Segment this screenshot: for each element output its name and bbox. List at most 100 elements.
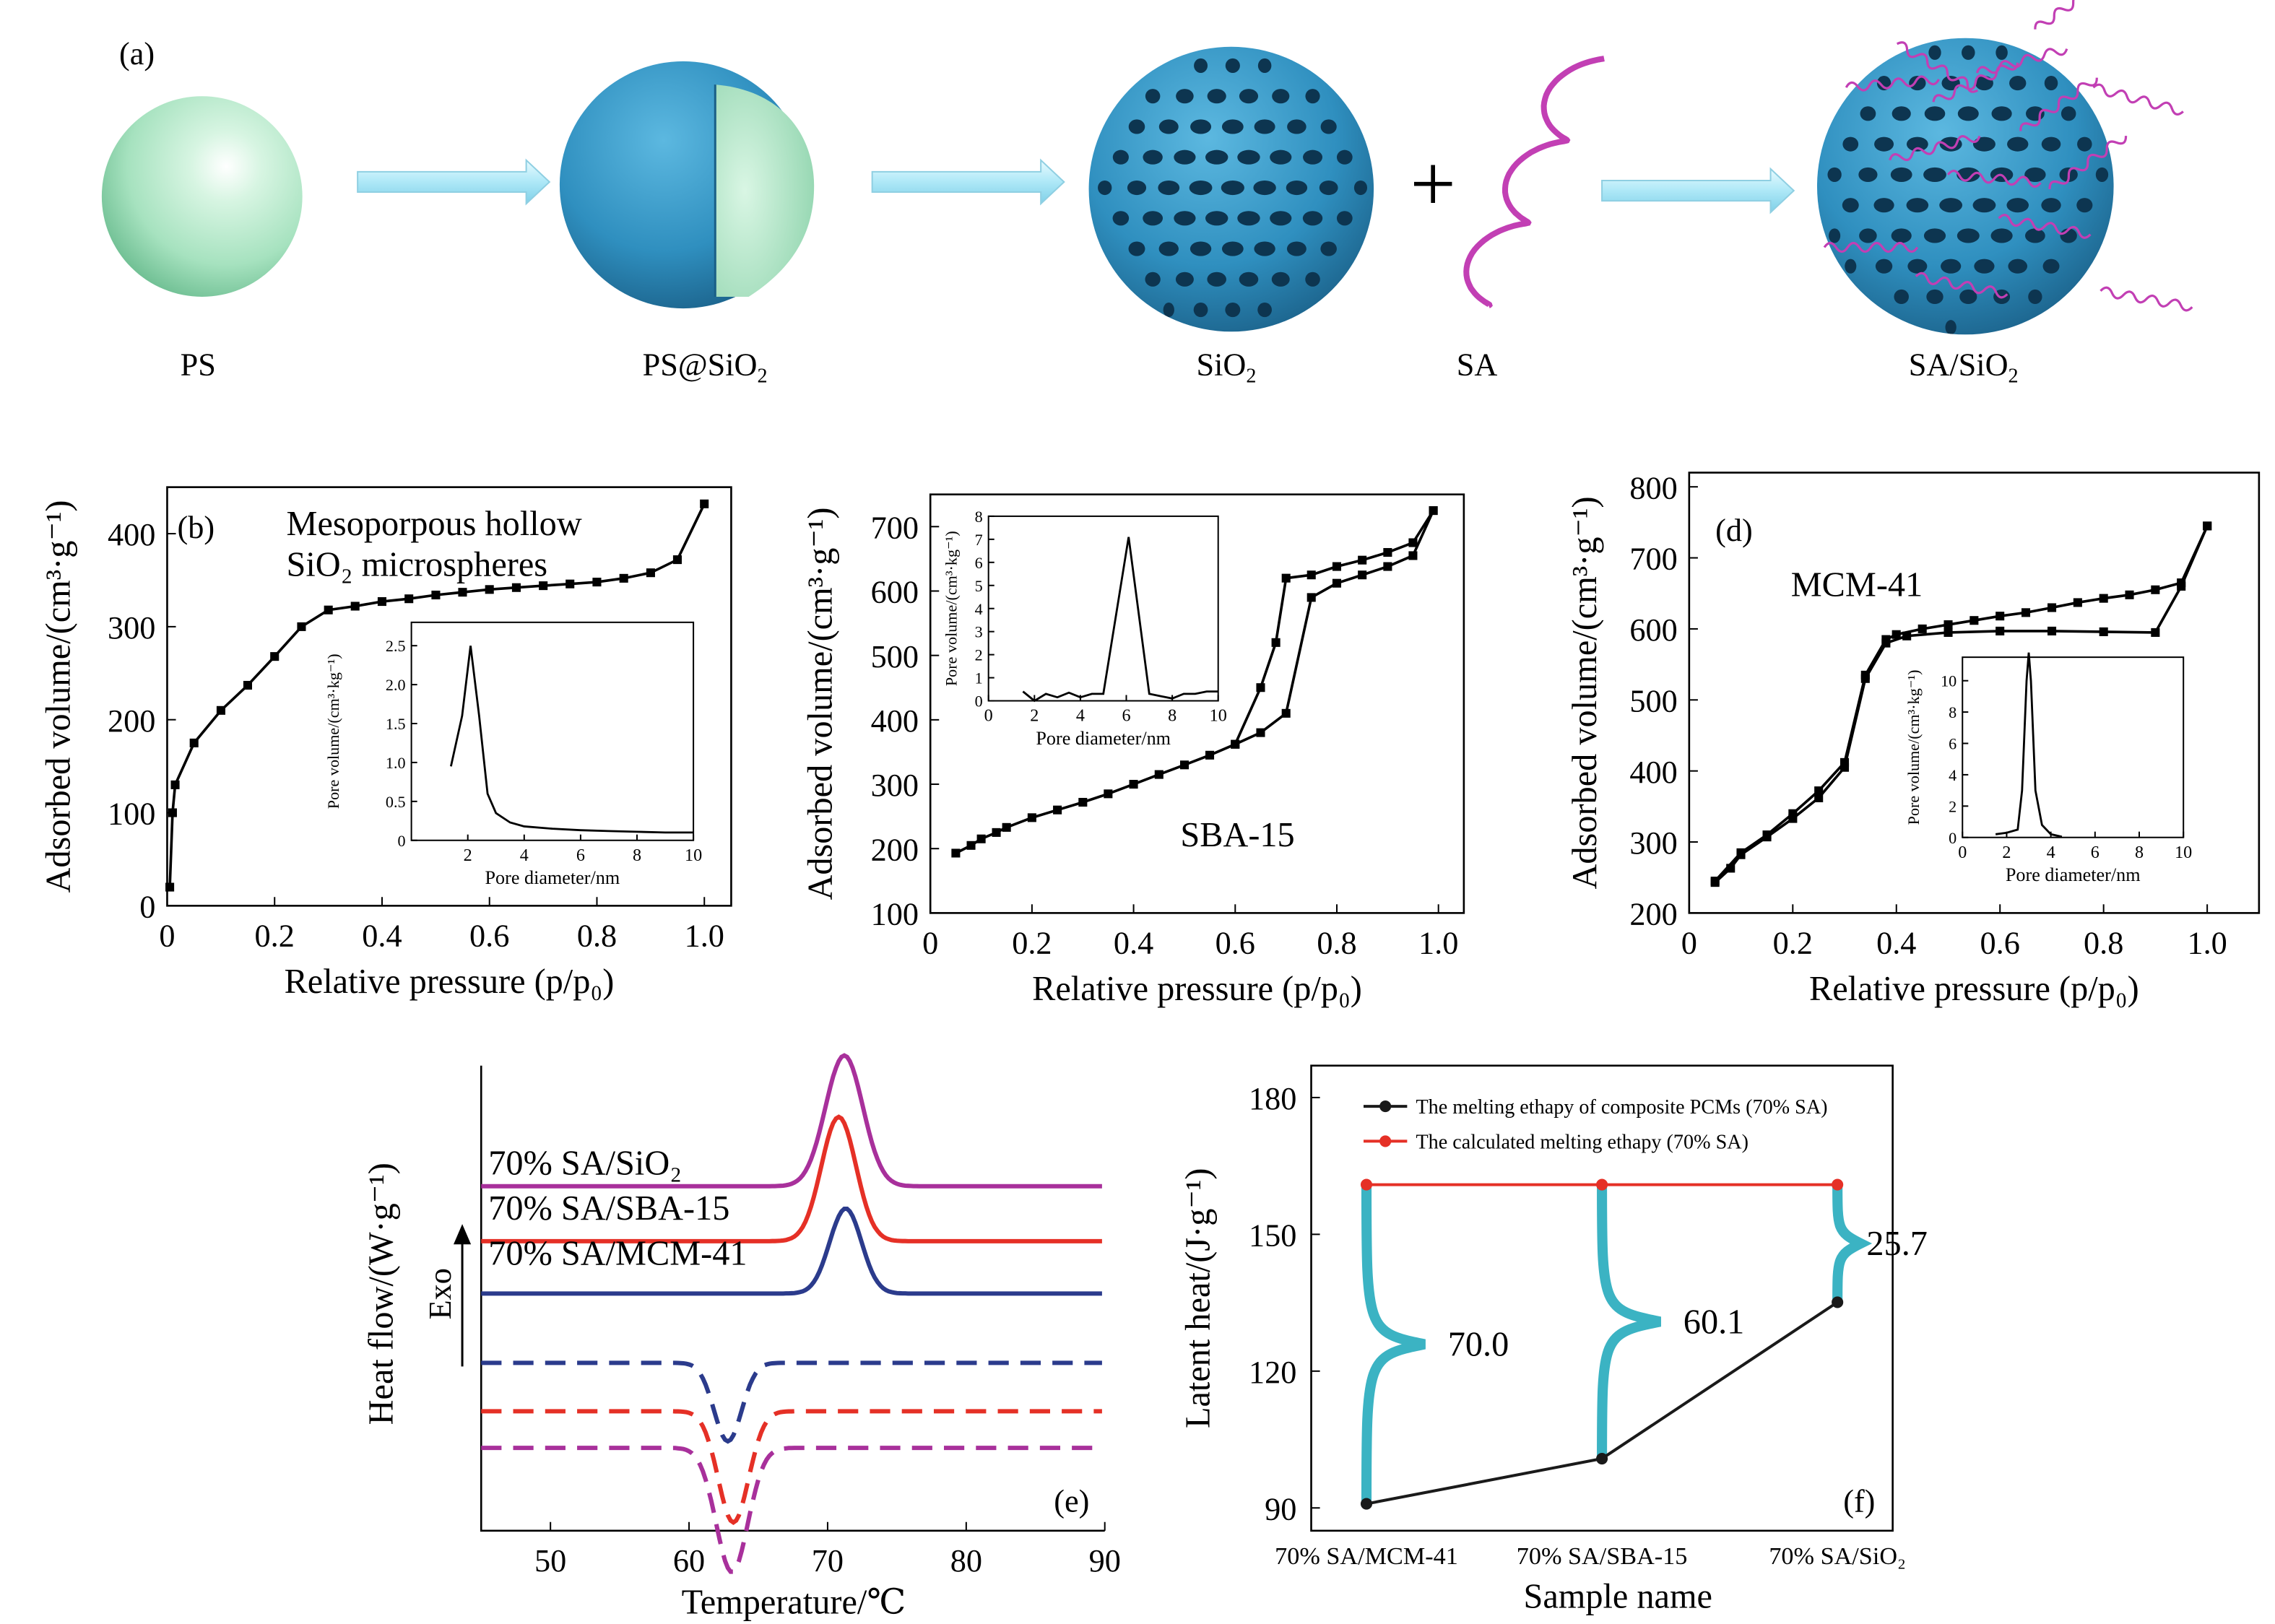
data-point [2177, 578, 2186, 588]
data-point [1860, 670, 1870, 679]
data-point [1881, 635, 1891, 644]
pore-hole [2077, 136, 2092, 152]
x-axis-label: Sample name [1523, 1577, 1712, 1615]
pore-hole [2044, 76, 2058, 91]
inset-y-tick-label: 2.0 [386, 676, 406, 694]
pore-hole [1205, 211, 1228, 226]
curve-label: 70% SA/MCM-41 [488, 1234, 747, 1272]
pore-hole [1972, 198, 1996, 213]
inset-y-label: Pore volume/(cm³·kg⁻¹) [1904, 670, 1923, 825]
inset-y-tick-label: 3 [975, 623, 983, 641]
y-axis-label: Heat flow/(W·g⁻¹) [362, 1163, 400, 1425]
data-point [1332, 562, 1341, 571]
pore-hole [1143, 149, 1163, 165]
sa-chain [2100, 286, 2193, 312]
pore-hole [1128, 241, 1145, 256]
pore-hole [1894, 289, 1909, 305]
inset-x-tick-label: 10 [2175, 843, 2192, 862]
x-tick-label: 0.6 [1216, 926, 1255, 961]
data-point [1944, 620, 1953, 630]
sa-chain [2048, 136, 2128, 190]
panel-a-tag: (a) [119, 36, 155, 71]
x-axis-label: Temperature/℃ [682, 1584, 906, 1622]
pore-hole [1842, 136, 1859, 152]
chart-f-latent-heat: 90 120 150 180 70% SA/MCM-41 70% SA/SBA-15 70%… [1179, 1064, 1928, 1615]
legend-label: The melting ethapy of composite PCMs (70… [1416, 1096, 1827, 1119]
data-point [1053, 805, 1062, 815]
inset-pore-distribution: 2 4 6 8 10 0 0.5 1.0 1.5 2.0 2.5 Pore diameter/nm Po… [324, 621, 702, 888]
data-point [1358, 555, 1367, 565]
x-tick-label: 0.2 [1773, 926, 1813, 961]
pore-hole [2095, 167, 2109, 182]
plot-frame [166, 486, 732, 907]
x-tick-label: 0 [1681, 926, 1697, 961]
data-point [1944, 628, 1953, 637]
data-point [566, 579, 575, 589]
pore-hole [2028, 289, 2042, 305]
data-point [1383, 562, 1392, 571]
x-tick-label: 0.6 [1980, 926, 2020, 961]
y-tick-label: 400 [108, 517, 155, 552]
y-tick-label: 500 [1629, 683, 1677, 718]
pore-hole [1225, 58, 1240, 74]
inset-x-tick-label: 0 [984, 706, 993, 726]
data-point [646, 568, 655, 578]
data-point [951, 848, 961, 858]
data-point [1281, 708, 1291, 718]
pore-hole [1972, 136, 1996, 152]
inset-y-tick-label: 7 [975, 531, 983, 549]
pore-hole [1272, 89, 1290, 104]
data-point [2151, 585, 2160, 594]
data-point [270, 652, 280, 661]
pore-hole [1320, 241, 1337, 256]
difference-label: 70.0 [1448, 1326, 1509, 1364]
inset-x-tick-label: 0 [1958, 843, 1967, 862]
data-point [1996, 626, 2005, 635]
data-point [1129, 780, 1138, 789]
inset-x-tick-label: 6 [576, 846, 585, 865]
data-point [2073, 598, 2082, 607]
y-tick-label: 100 [108, 796, 155, 832]
plot-frame [1310, 1064, 1894, 1532]
legend-marker [1379, 1100, 1392, 1113]
data-point [1231, 739, 1240, 749]
inset-y-tick-label: 4 [1949, 766, 1956, 784]
x-axis-label: Relative pressure (p/p₀) [285, 963, 615, 1001]
pore-hole [1221, 241, 1244, 256]
pore-hole [1190, 119, 1212, 134]
pore-hole [1174, 211, 1196, 226]
pore-hole [1906, 198, 1929, 213]
pore-hole [1923, 228, 1946, 243]
pore-hole [1207, 89, 1226, 104]
inset-y-tick-label: 4 [975, 600, 983, 618]
data-point [976, 834, 986, 843]
inset-x-tick-label: 2 [1030, 706, 1039, 726]
y-tick-label: 600 [871, 575, 919, 610]
pore-hole [1253, 180, 1276, 196]
y-tick-label: 300 [1629, 825, 1677, 861]
panel-tag: (f) [1843, 1484, 1875, 1519]
dsc-curve [481, 1409, 1102, 1526]
data-point [1179, 760, 1190, 770]
pore-hole [1239, 272, 1259, 287]
data-point [1788, 809, 1798, 818]
inset-pore-distribution: 0 2 4 6 8 10 0 2 4 6 8 10 Pore diameter/nm Pore volum… [1904, 652, 2192, 885]
pore-hole [2041, 198, 2061, 213]
pore-hole [1174, 149, 1196, 165]
data-point [168, 808, 177, 817]
pore-hole [2008, 259, 2028, 274]
data-point [1596, 1178, 1608, 1191]
sa-chain [2019, 77, 2098, 131]
pore-hole [2026, 106, 2045, 121]
pore-hole [1891, 228, 1912, 243]
sa-helix-icon [1463, 56, 1605, 308]
dsc-curve [481, 1114, 1102, 1243]
sio2-porous-sphere [1088, 46, 1374, 332]
y-axis-label: Adsorbed volume/(cm³·g⁻¹) [1566, 496, 1604, 889]
chart-c-sba15-isotherm: 0 0.2 0.4 0.6 0.8 1.0100200300400500600700Rel… [801, 493, 1465, 1008]
pore-hole [2007, 136, 2029, 152]
pore-hole [1827, 167, 1842, 182]
sa-chain [2034, 0, 2113, 30]
x-tick-label: 80 [950, 1543, 982, 1579]
